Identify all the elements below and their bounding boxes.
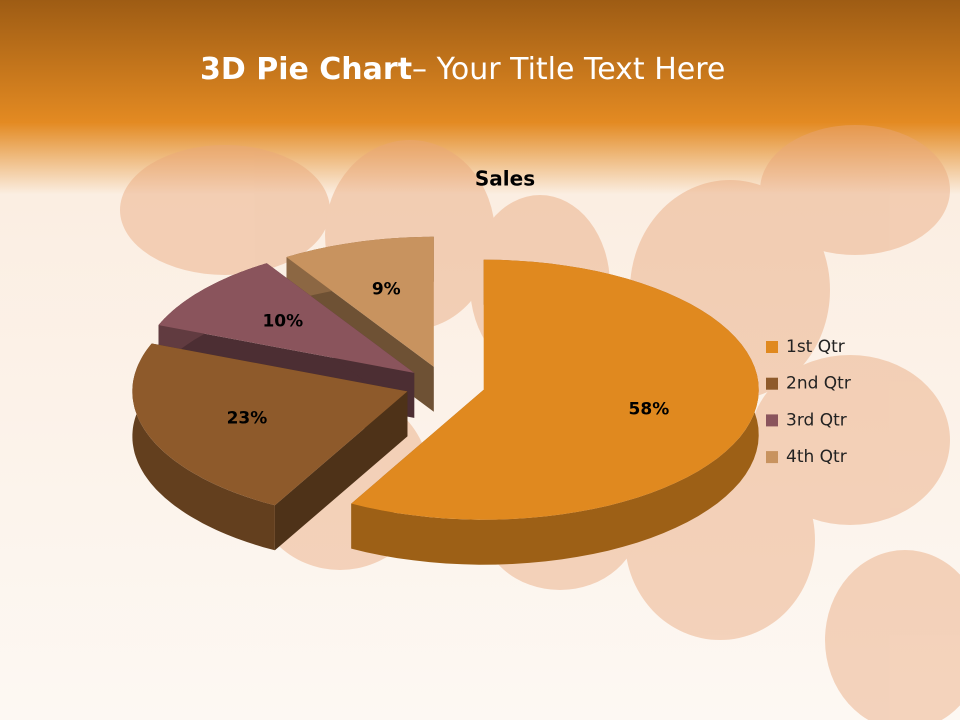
legend-label: 4th Qtr: [786, 447, 847, 467]
data-label: 23%: [227, 409, 268, 429]
slice-side: [274, 391, 408, 551]
title-rest: – Your Title Text Here: [412, 52, 725, 87]
legend-swatch: [766, 414, 778, 427]
slide-title: 3D Pie Chart– Your Title Text Here: [200, 52, 725, 87]
slice: [286, 236, 434, 367]
legend: 1st Qtr 2nd Qtr 3rd Qtr 4th Qtr: [766, 337, 851, 467]
legend-label: 3rd Qtr: [786, 410, 847, 430]
legend-swatch: [766, 377, 778, 390]
slice-wall: [351, 259, 759, 565]
data-label: 10%: [262, 312, 303, 332]
slice: [132, 343, 408, 506]
data-label: 58%: [629, 400, 670, 420]
legend-label: 2nd Qtr: [786, 374, 851, 394]
data-label: 9%: [372, 279, 401, 299]
slice: [158, 263, 415, 373]
legend-swatch: [766, 341, 778, 353]
slice-wall: [132, 343, 275, 551]
slice: [351, 259, 759, 520]
legend-label: 1st Qtr: [786, 337, 845, 357]
chart-title: Sales: [475, 167, 535, 191]
legend-swatch: [766, 451, 778, 464]
pie: 58% 23% 10% 9%: [132, 236, 759, 565]
title-bold: 3D Pie Chart: [200, 52, 412, 87]
